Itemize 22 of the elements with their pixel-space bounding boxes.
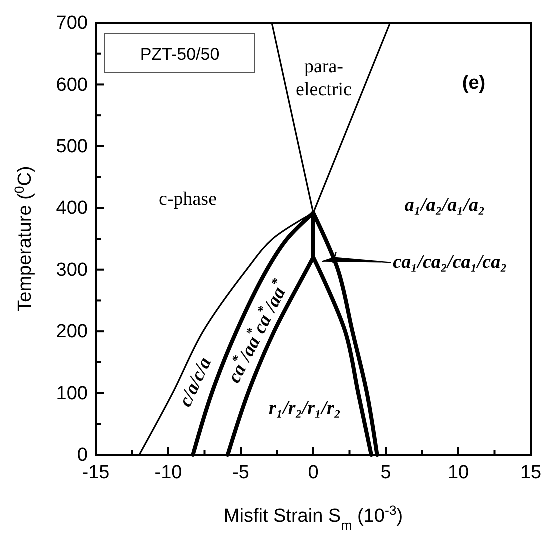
x-tick-label: -5 <box>232 462 250 484</box>
annotation: r₁/r₂/r₁/r₂ <box>269 398 341 420</box>
y-tick-label: 100 <box>56 383 88 404</box>
y-tick-label: 500 <box>56 136 88 158</box>
y-tick-label: 400 <box>56 198 88 220</box>
y-tick-label: 300 <box>56 260 88 281</box>
text: (e) <box>462 73 486 94</box>
annotation: ca₁/ca₂/ca₁/ca₂ <box>393 252 508 273</box>
annotation: para-electric <box>296 56 352 101</box>
text: PZT-50/50 <box>140 45 220 64</box>
y-tick-label: 600 <box>56 74 88 96</box>
x-tick-label: -10 <box>154 462 182 484</box>
y-tick-label: 200 <box>56 322 88 343</box>
annotation: a₁/a₂/a₁/a₂ <box>404 195 486 216</box>
annotation: c-phase <box>158 189 218 210</box>
x-axis-title: Misfit Strain S$_{m}$ (10$^{-3}$) <box>224 502 404 532</box>
annotation: c/a/c/a <box>176 354 217 410</box>
y-tick-label: 700 <box>56 13 88 34</box>
x-tick-label: 15 <box>520 462 542 484</box>
x-tick-label: 10 <box>448 462 470 484</box>
x-tick-label: 0 <box>308 462 319 484</box>
x-tick-label: 5 <box>380 462 392 484</box>
